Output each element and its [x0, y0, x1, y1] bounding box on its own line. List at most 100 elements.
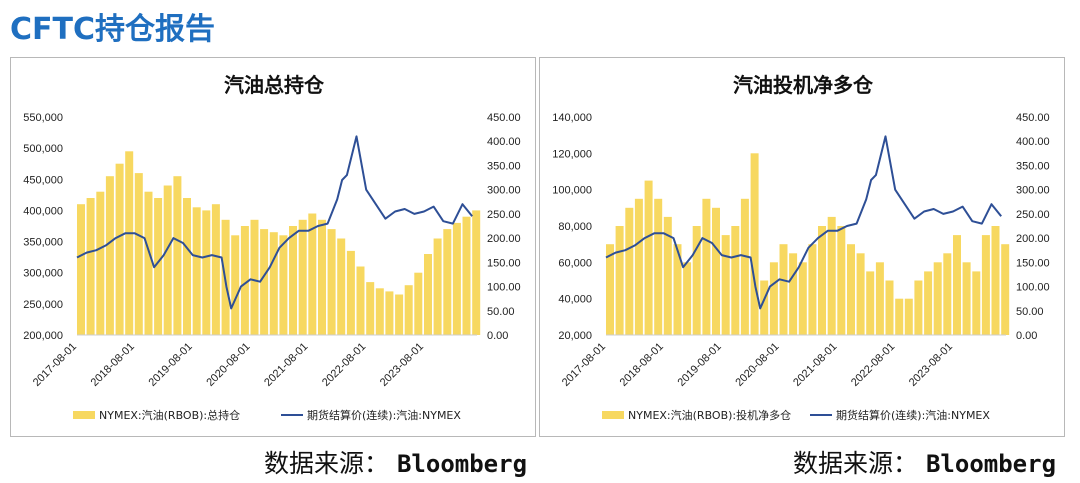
bar — [163, 185, 172, 335]
bar — [183, 198, 191, 335]
bar — [385, 291, 394, 335]
bar — [375, 288, 384, 335]
bar — [240, 226, 249, 335]
y-right-tick-label: 100.00 — [1016, 282, 1050, 294]
legend-label: NYMEX:汽油(RBOB):投机净多仓 — [628, 408, 791, 422]
bar — [673, 244, 682, 335]
bar — [615, 226, 624, 335]
x-tick-label: 2022-08-01 — [849, 341, 897, 389]
chart-svg: 汽油总持仓 550,000 500,000 450,000 400,000 350,000… — [23, 73, 521, 422]
bar — [154, 198, 163, 335]
bar — [769, 262, 778, 335]
x-tick-label: 2018-08-01 — [618, 341, 666, 389]
legend-swatch-bar — [73, 411, 95, 419]
bar — [346, 250, 355, 335]
source-label: 数据来源： — [264, 449, 390, 478]
y-left-tick-label: 350,000 — [23, 237, 63, 249]
bar — [721, 235, 730, 335]
price-line — [605, 135, 1002, 310]
bar — [856, 253, 865, 336]
bar — [953, 235, 961, 335]
bar — [279, 235, 288, 335]
bar — [837, 226, 846, 335]
bar — [654, 198, 663, 336]
bar — [250, 219, 259, 335]
y-right-tick-label: 350.00 — [1016, 160, 1050, 172]
bar — [144, 191, 153, 335]
bar — [433, 238, 442, 335]
bar — [663, 216, 672, 335]
bar — [885, 280, 894, 335]
bar — [740, 198, 749, 336]
bar — [683, 262, 692, 335]
y-right-tick-label: 300.00 — [1016, 185, 1050, 197]
data-source-note: 数据来源： Bloomberg — [793, 444, 1056, 480]
source-value: Bloomberg — [396, 450, 528, 478]
y-right-tick-label: 450.00 — [487, 112, 521, 124]
bar — [731, 226, 740, 335]
y-right-tick-label: 350.00 — [487, 160, 521, 172]
bar — [414, 272, 423, 335]
y-left-tick-label: 500,000 — [23, 143, 63, 155]
y-right-tick-label: 150.00 — [1016, 257, 1050, 269]
y-left-tick-label: 550,000 — [23, 112, 63, 124]
bar — [327, 229, 336, 335]
y-left-tick-label: 200,000 — [23, 330, 63, 342]
bar — [443, 229, 452, 335]
x-tick-label: 2022-08-01 — [320, 341, 368, 389]
bar — [231, 235, 240, 335]
bar — [260, 229, 269, 335]
chart-panel-speculative-net-long: 汽油投机净多仓 140,000 120,000 100,000 80,000 60,000… — [539, 57, 1065, 437]
bar — [308, 213, 317, 335]
x-tick-label: 2018-08-01 — [89, 341, 137, 389]
y-right-tick-label: 250.00 — [487, 209, 521, 221]
bar — [818, 226, 826, 335]
y-right-tick-label: 50.00 — [1016, 306, 1044, 318]
bar — [933, 262, 942, 335]
legend: NYMEX:汽油(RBOB):总持仓 期货结算价(连续):汽油:NYMEX — [73, 408, 461, 422]
x-tick-label: 2023-08-01 — [378, 341, 426, 389]
bar — [462, 216, 471, 335]
bar — [424, 254, 432, 335]
bar — [298, 219, 307, 335]
x-tick-label: 2021-08-01 — [791, 341, 839, 389]
y-right-tick-label: 400.00 — [487, 136, 521, 148]
bar — [692, 226, 701, 335]
bar — [847, 244, 855, 335]
bar — [211, 204, 220, 335]
bar — [924, 271, 933, 335]
y-right-tick-label: 450.00 — [1016, 112, 1050, 124]
bar — [289, 226, 297, 335]
source-value: Bloomberg — [925, 450, 1057, 478]
y-right-tick-label: 0.00 — [487, 330, 508, 342]
chart-title: 汽油投机净多仓 — [733, 73, 874, 97]
y-right-tick-label: 200.00 — [487, 233, 521, 245]
bar — [875, 262, 884, 335]
bar — [972, 271, 981, 335]
x-tick-label: 2017-08-01 — [31, 341, 79, 389]
bar — [895, 298, 904, 335]
bar — [356, 266, 365, 335]
x-tick-label: 2017-08-01 — [560, 341, 608, 389]
y-left-tick-label: 40,000 — [558, 294, 592, 306]
y-right-tick-label: 200.00 — [1016, 233, 1050, 245]
bar — [606, 244, 614, 335]
y-right-tick-label: 100.00 — [487, 282, 521, 294]
page-title: CFTC持仓报告 — [10, 12, 215, 47]
bar — [134, 173, 143, 335]
legend-label: 期货结算价(连续):汽油:NYMEX — [307, 408, 461, 422]
bar — [808, 244, 817, 335]
chart-title: 汽油总持仓 — [224, 73, 325, 97]
bar — [77, 204, 85, 335]
bar — [115, 163, 124, 335]
y-left-tick-label: 100,000 — [552, 185, 592, 197]
legend-label: NYMEX:汽油(RBOB):总持仓 — [99, 408, 240, 422]
x-tick-label: 2020-08-01 — [204, 341, 252, 389]
bar — [760, 280, 769, 335]
bar — [452, 222, 461, 335]
x-tick-label: 2019-08-01 — [676, 341, 724, 389]
bar — [86, 198, 95, 335]
bar — [750, 153, 759, 335]
bar — [192, 207, 201, 335]
bar — [981, 235, 990, 335]
